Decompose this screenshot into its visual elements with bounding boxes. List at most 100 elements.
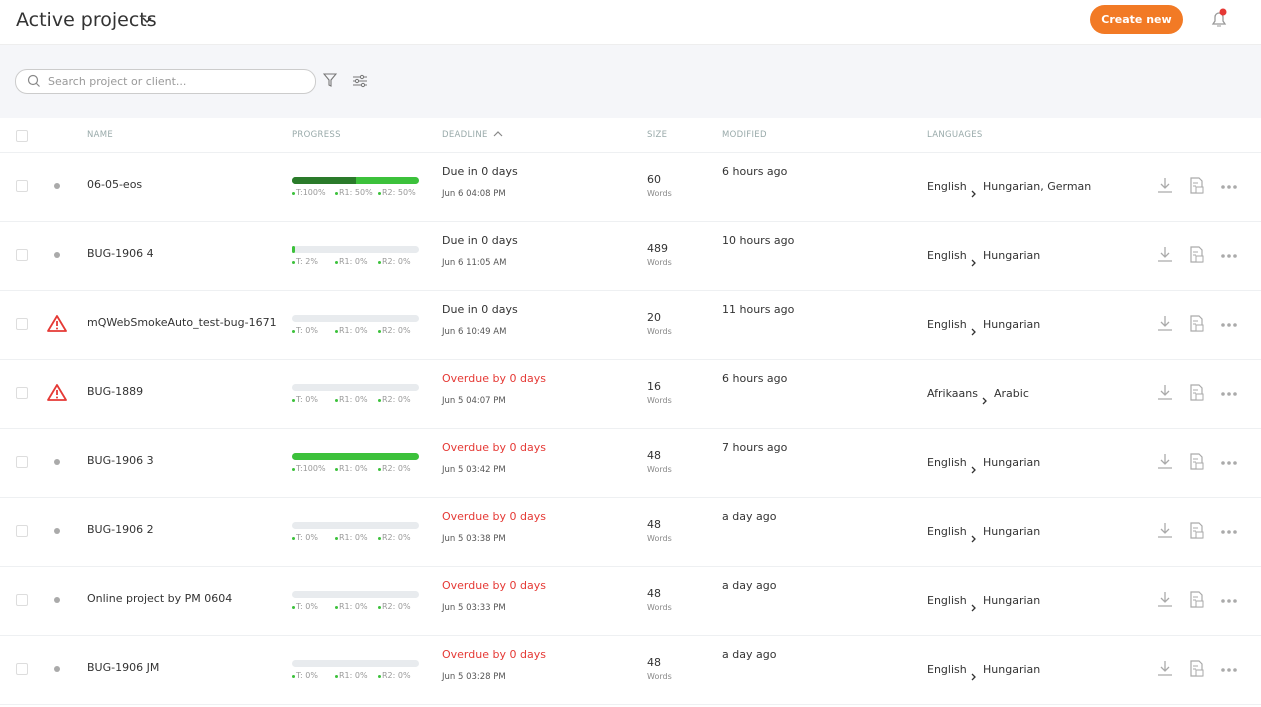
size: 489 xyxy=(647,242,668,255)
row-checkbox[interactable] xyxy=(16,318,28,330)
size-unit: Words xyxy=(647,465,672,474)
create-button[interactable]: Create new xyxy=(1090,5,1183,34)
page-title[interactable]: Active projects xyxy=(16,9,157,31)
column-header: PROGRESS xyxy=(292,130,341,140)
row-actions xyxy=(1158,591,1237,608)
column-header[interactable]: DEADLINE xyxy=(442,130,488,140)
download-icon[interactable] xyxy=(1158,178,1172,193)
row-actions xyxy=(1158,246,1237,263)
search-placeholder: Search project or client... xyxy=(48,75,187,88)
document-icon[interactable] xyxy=(1190,315,1204,332)
row-checkbox[interactable] xyxy=(16,180,28,192)
progress-bar-r1 xyxy=(292,177,356,184)
progress-dot xyxy=(378,192,381,195)
deadline-date: Jun 5 03:28 PM xyxy=(442,672,506,682)
progress-label: R2: 0% xyxy=(382,257,411,266)
size-unit: Words xyxy=(647,189,672,198)
download-icon[interactable] xyxy=(1158,592,1172,607)
document-icon[interactable] xyxy=(1190,177,1204,194)
deadline: Overdue by 0 days xyxy=(442,510,546,523)
search-input[interactable] xyxy=(15,69,316,94)
document-icon[interactable] xyxy=(1190,384,1204,401)
project-name[interactable]: BUG-1889 xyxy=(87,385,144,398)
status-dot xyxy=(54,183,60,189)
deadline-date: Jun 5 03:38 PM xyxy=(442,534,506,544)
progress-label: R1: 0% xyxy=(339,395,368,404)
row-checkbox[interactable] xyxy=(16,525,28,537)
modified: 11 hours ago xyxy=(722,303,795,316)
status-dot xyxy=(54,528,60,534)
source-language: English xyxy=(927,318,967,331)
row-separator xyxy=(0,152,1261,153)
progress-dot xyxy=(335,606,338,609)
document-icon[interactable] xyxy=(1190,660,1204,677)
row-checkbox[interactable] xyxy=(16,594,28,606)
deadline: Overdue by 0 days xyxy=(442,441,546,454)
more-icon[interactable] xyxy=(1221,323,1237,327)
settings-icon[interactable] xyxy=(352,74,368,88)
progress-dot xyxy=(335,468,338,471)
sort-arrow[interactable] xyxy=(493,130,503,138)
project-name[interactable]: BUG-1906 2 xyxy=(87,523,154,536)
row-checkbox[interactable] xyxy=(16,663,28,675)
project-name[interactable]: BUG-1906 4 xyxy=(87,247,154,260)
progress-track xyxy=(292,522,419,529)
download-icon[interactable] xyxy=(1158,385,1172,400)
deadline: Due in 0 days xyxy=(442,303,518,316)
notification-bell[interactable] xyxy=(1208,8,1230,30)
document-icon[interactable] xyxy=(1190,591,1204,608)
size-unit: Words xyxy=(647,603,672,612)
project-name[interactable]: 06-05-eos xyxy=(87,178,143,191)
more-icon[interactable] xyxy=(1221,530,1237,534)
document-icon[interactable] xyxy=(1190,246,1204,263)
size: 16 xyxy=(647,380,661,393)
row-separator xyxy=(0,359,1261,360)
deadline: Overdue by 0 days xyxy=(442,579,546,592)
row-checkbox[interactable] xyxy=(16,387,28,399)
download-icon[interactable] xyxy=(1158,661,1172,676)
download-icon[interactable] xyxy=(1158,523,1172,538)
source-language: English xyxy=(927,663,967,676)
select-all-checkbox[interactable] xyxy=(16,130,28,142)
document-icon[interactable] xyxy=(1190,522,1204,539)
progress-dot xyxy=(335,192,338,195)
download-icon[interactable] xyxy=(1158,247,1172,262)
title-chevron[interactable] xyxy=(142,16,152,24)
source-language: English xyxy=(927,525,967,538)
more-icon[interactable] xyxy=(1221,668,1237,672)
document-icon[interactable] xyxy=(1190,453,1204,470)
project-name[interactable]: BUG-1906 JM xyxy=(87,661,160,674)
progress-bar-t xyxy=(292,177,419,184)
more-icon[interactable] xyxy=(1221,185,1237,189)
progress-track xyxy=(292,591,419,598)
deadline: Overdue by 0 days xyxy=(442,372,546,385)
source-language: English xyxy=(927,594,967,607)
filter-icon[interactable] xyxy=(323,73,337,88)
row-checkbox[interactable] xyxy=(16,456,28,468)
progress-dot xyxy=(378,537,381,540)
progress-label: T:100% xyxy=(296,464,326,473)
progress-label: T: 2% xyxy=(296,257,318,266)
project-name[interactable]: Online project by PM 0604 xyxy=(87,592,233,605)
more-icon[interactable] xyxy=(1221,461,1237,465)
row-checkbox[interactable] xyxy=(16,249,28,261)
progress-dot xyxy=(378,606,381,609)
progress-label: T: 0% xyxy=(296,602,318,611)
modified: 6 hours ago xyxy=(722,372,788,385)
size: 60 xyxy=(647,173,661,186)
download-icon[interactable] xyxy=(1158,316,1172,331)
more-icon[interactable] xyxy=(1221,392,1237,396)
row-actions xyxy=(1158,384,1237,401)
column-header: SIZE xyxy=(647,130,668,140)
project-name[interactable]: BUG-1906 3 xyxy=(87,454,154,467)
download-icon[interactable] xyxy=(1158,454,1172,469)
target-languages: Hungarian xyxy=(983,663,1041,676)
row-actions xyxy=(1158,660,1237,677)
target-languages: Hungarian xyxy=(983,318,1041,331)
progress-label: R2: 50% xyxy=(382,188,416,197)
size: 48 xyxy=(647,656,661,669)
project-name[interactable]: mQWebSmokeAuto_test-bug-1671 xyxy=(87,316,277,329)
more-icon[interactable] xyxy=(1221,254,1237,258)
size-unit: Words xyxy=(647,258,672,267)
more-icon[interactable] xyxy=(1221,599,1237,603)
